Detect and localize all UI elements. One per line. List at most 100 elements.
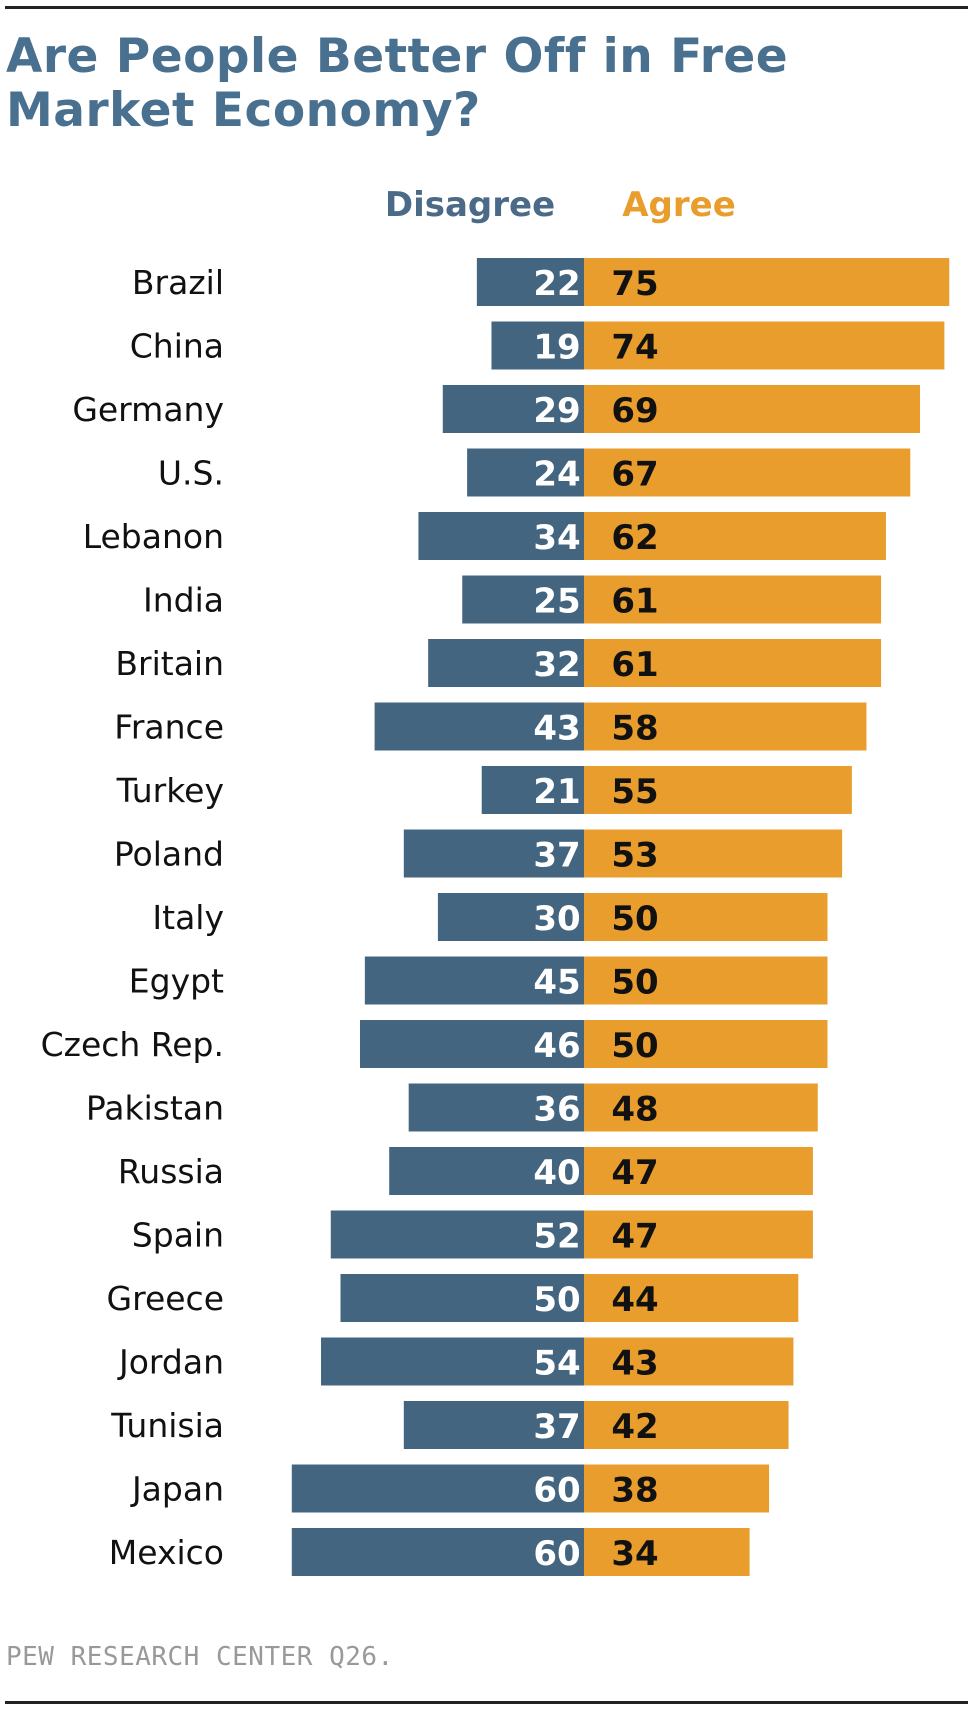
data-label-disagree: 37 [533,1407,580,1447]
bar-disagree [491,321,584,370]
bar-agree [584,1210,813,1259]
data-label-disagree: 21 [533,772,580,812]
data-label-agree: 38 [611,1471,658,1511]
data-label-disagree: 60 [533,1471,580,1511]
data-label-disagree: 46 [533,1026,580,1066]
category-label: Spain [132,1216,224,1255]
bar-disagree [428,639,584,687]
category-label: Tunisia [110,1406,224,1445]
category-label: U.S. [158,454,224,493]
chart-title-line-1: Are People Better Off in Free [6,29,789,84]
category-label: India [143,581,224,620]
data-label-agree: 67 [611,455,658,495]
data-label-agree: 74 [611,328,658,368]
data-label-disagree: 52 [533,1217,580,1257]
category-label: Russia [118,1152,224,1191]
data-label-disagree: 45 [533,963,580,1003]
category-label: Czech Rep. [41,1025,224,1064]
source-note: PEW RESEARCH CENTER Q26. [6,1642,394,1672]
data-label-agree: 43 [611,1344,658,1384]
chart-title-line-2: Market Economy? [6,83,481,138]
category-label: Pakistan [86,1089,224,1128]
bar-disagree [476,258,584,306]
bar-disagree [408,1083,584,1132]
bar-disagree [462,575,584,624]
bar-agree [584,1528,750,1576]
data-label-disagree: 60 [533,1534,580,1574]
data-label-disagree: 19 [533,328,580,368]
bar-agree [584,1274,799,1322]
bar-agree [584,829,843,878]
bar-agree [584,956,828,1005]
data-label-agree: 53 [611,836,658,876]
bar-agree [584,1464,770,1513]
bar-agree [584,1147,813,1195]
data-label-disagree: 54 [533,1344,580,1384]
category-label: Greece [107,1279,224,1318]
data-label-agree: 75 [611,264,658,304]
bar-disagree [437,893,584,941]
category-label: Brazil [132,263,224,302]
data-label-disagree: 29 [533,391,580,431]
bar-agree [584,575,882,624]
bottom-rule [5,1701,968,1704]
bar-agree [584,1401,789,1449]
bar-agree [584,258,950,306]
data-label-agree: 47 [611,1217,658,1257]
legend-agree: Agree [622,185,736,225]
data-label-agree: 61 [611,582,658,622]
bar-agree [584,1020,828,1068]
data-label-agree: 55 [611,772,658,812]
data-label-disagree: 30 [533,899,580,939]
category-label: Mexico [109,1533,224,1572]
bar-disagree [359,1020,584,1068]
category-label: Egypt [129,962,224,1001]
category-label: Japan [130,1470,224,1509]
data-label-agree: 47 [611,1153,658,1193]
data-label-agree: 42 [611,1407,658,1447]
data-label-agree: 50 [611,1026,658,1066]
data-label-disagree: 43 [533,709,580,749]
bar-disagree [467,448,584,497]
bar-disagree [321,1337,584,1386]
data-label-disagree: 50 [533,1280,580,1320]
category-label: France [114,708,224,747]
data-label-disagree: 36 [533,1090,580,1130]
category-label: Lebanon [83,517,224,556]
bar-agree [584,702,867,751]
bar-agree [584,512,886,560]
category-label: Poland [114,835,224,874]
data-label-disagree: 25 [533,582,580,622]
bar-disagree [374,702,584,751]
category-label: Turkey [116,771,224,810]
legend-disagree: Disagree [385,185,555,225]
bar-disagree [442,385,584,433]
bar-agree [584,639,882,687]
bar-disagree [330,1210,584,1259]
bar-disagree [481,766,584,814]
data-label-disagree: 40 [533,1153,580,1193]
data-label-agree: 58 [611,709,658,749]
data-label-disagree: 32 [533,645,580,685]
category-label: Britain [115,644,224,683]
data-label-disagree: 37 [533,836,580,876]
data-label-agree: 44 [611,1280,658,1320]
bar-agree [584,893,828,941]
category-label: China [130,327,224,366]
bar-agree [584,448,911,497]
data-label-agree: 61 [611,645,658,685]
bar-agree [584,1337,794,1386]
bar-disagree [340,1274,584,1322]
chart-title: Are People Better Off in Free Market Eco… [6,30,906,138]
bar-agree [584,1083,818,1132]
bar-agree [584,321,945,370]
data-label-disagree: 22 [533,264,580,304]
bar-disagree [403,829,584,878]
data-label-agree: 62 [611,518,658,558]
data-label-agree: 48 [611,1090,658,1130]
bar-disagree [364,956,584,1005]
data-label-agree: 50 [611,899,658,939]
data-label-agree: 50 [611,963,658,1003]
data-label-disagree: 24 [533,455,580,495]
